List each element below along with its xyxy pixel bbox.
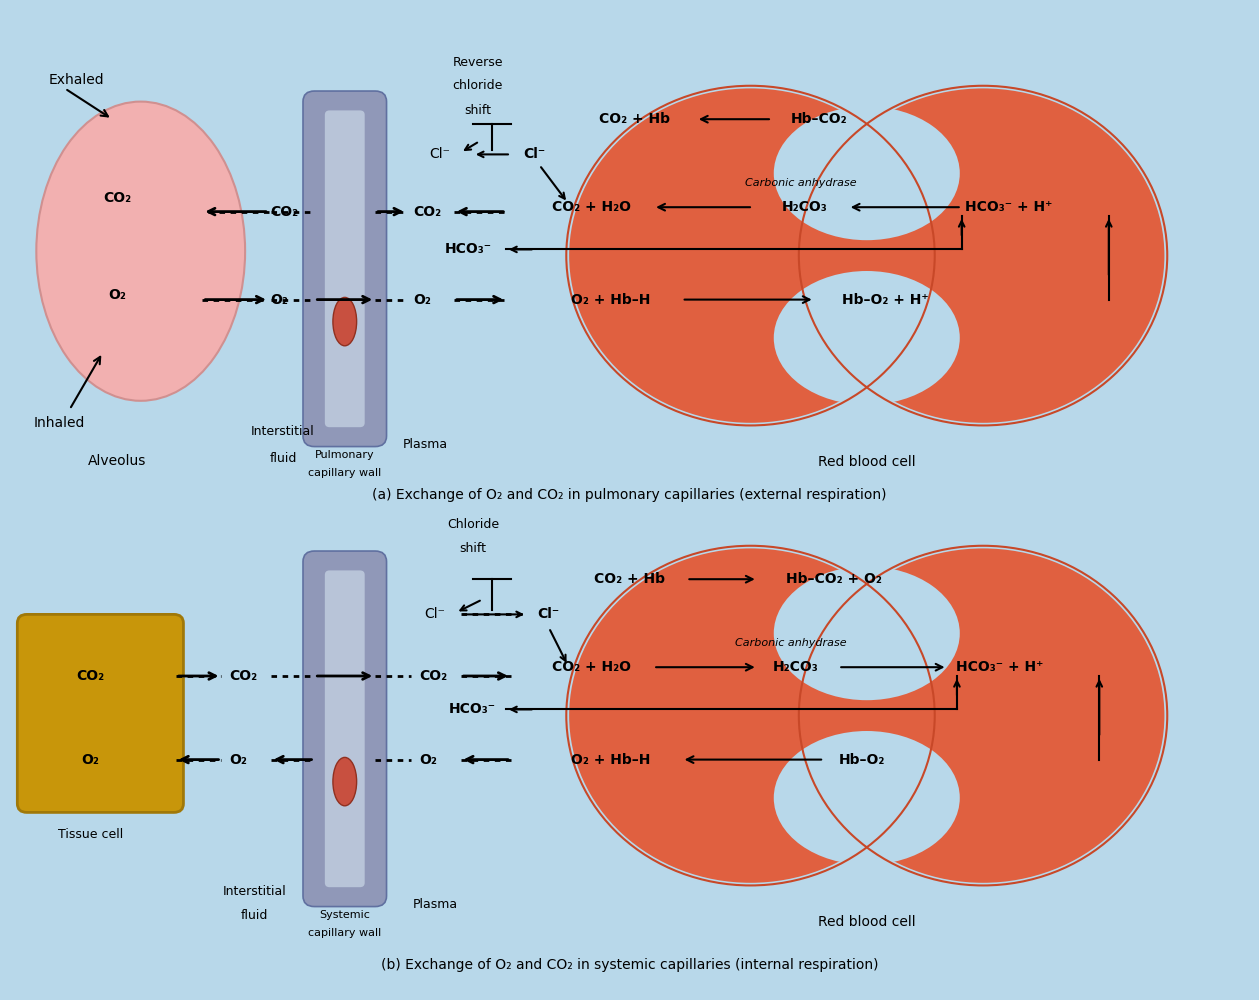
FancyBboxPatch shape xyxy=(10,497,1249,943)
Ellipse shape xyxy=(802,548,1165,883)
Text: CO₂ + Hb: CO₂ + Hb xyxy=(599,112,670,126)
Text: Carbonic anhydrase: Carbonic anhydrase xyxy=(744,178,856,188)
Text: Reverse: Reverse xyxy=(452,55,502,68)
Text: H₂CO₃: H₂CO₃ xyxy=(782,200,828,214)
Text: CO₂ + Hb: CO₂ + Hb xyxy=(594,572,665,586)
Text: CO₂ + H₂O: CO₂ + H₂O xyxy=(551,200,631,214)
Text: CO₂: CO₂ xyxy=(77,669,104,683)
Text: Cl⁻: Cl⁻ xyxy=(429,147,451,161)
Text: Chloride: Chloride xyxy=(447,518,499,531)
Text: Hb–CO₂ + O₂: Hb–CO₂ + O₂ xyxy=(786,572,881,586)
Ellipse shape xyxy=(774,731,959,865)
Text: Cl⁻: Cl⁻ xyxy=(424,607,446,621)
Text: shift: shift xyxy=(465,104,491,117)
Text: CO₂: CO₂ xyxy=(419,669,447,683)
Text: Hb–CO₂: Hb–CO₂ xyxy=(791,112,847,126)
Ellipse shape xyxy=(774,106,959,240)
FancyBboxPatch shape xyxy=(18,614,184,812)
FancyBboxPatch shape xyxy=(303,91,387,447)
Text: Hb–O₂: Hb–O₂ xyxy=(838,753,885,767)
Text: CO₂: CO₂ xyxy=(413,205,441,219)
Text: CO₂: CO₂ xyxy=(229,669,257,683)
Text: O₂: O₂ xyxy=(229,753,247,767)
FancyBboxPatch shape xyxy=(10,37,1249,483)
Text: Alveolus: Alveolus xyxy=(88,454,146,468)
FancyBboxPatch shape xyxy=(303,551,387,907)
Text: chloride: chloride xyxy=(452,79,502,92)
Ellipse shape xyxy=(774,566,959,700)
Text: O₂ + Hb–H: O₂ + Hb–H xyxy=(570,293,650,307)
FancyBboxPatch shape xyxy=(325,110,365,427)
Text: H₂CO₃: H₂CO₃ xyxy=(773,660,818,674)
Text: (b) Exchange of O₂ and CO₂ in systemic capillaries (internal respiration): (b) Exchange of O₂ and CO₂ in systemic c… xyxy=(380,958,879,972)
Ellipse shape xyxy=(774,271,959,405)
Ellipse shape xyxy=(569,548,932,883)
Text: O₂: O₂ xyxy=(413,293,431,307)
Text: O₂: O₂ xyxy=(82,753,99,767)
Ellipse shape xyxy=(569,88,932,423)
Text: Red blood cell: Red blood cell xyxy=(818,915,915,929)
Text: Pulmonary: Pulmonary xyxy=(315,450,375,460)
Text: HCO₃⁻ + H⁺: HCO₃⁻ + H⁺ xyxy=(956,660,1044,674)
FancyBboxPatch shape xyxy=(745,619,988,812)
Text: Cl⁻: Cl⁻ xyxy=(538,607,560,621)
Text: Interstitial: Interstitial xyxy=(223,885,287,898)
Text: Systemic: Systemic xyxy=(320,910,370,920)
Text: Tissue cell: Tissue cell xyxy=(58,828,123,841)
Ellipse shape xyxy=(332,297,356,346)
Text: Plasma: Plasma xyxy=(413,898,457,911)
Text: O₂: O₂ xyxy=(271,293,288,307)
Text: (a) Exchange of O₂ and CO₂ in pulmonary capillaries (external respiration): (a) Exchange of O₂ and CO₂ in pulmonary … xyxy=(373,488,886,502)
FancyBboxPatch shape xyxy=(745,159,988,352)
Text: Carbonic anhydrase: Carbonic anhydrase xyxy=(735,638,846,648)
Text: Exhaled: Exhaled xyxy=(49,73,104,87)
Text: HCO₃⁻ + H⁺: HCO₃⁻ + H⁺ xyxy=(966,200,1053,214)
Text: fluid: fluid xyxy=(240,909,268,922)
Text: CO₂ + H₂O: CO₂ + H₂O xyxy=(551,660,631,674)
Ellipse shape xyxy=(37,102,246,401)
Text: Cl⁻: Cl⁻ xyxy=(524,147,545,161)
Text: capillary wall: capillary wall xyxy=(308,468,381,478)
Text: CO₂: CO₂ xyxy=(271,205,298,219)
Text: Red blood cell: Red blood cell xyxy=(818,455,915,469)
Ellipse shape xyxy=(802,88,1165,423)
Text: Inhaled: Inhaled xyxy=(34,416,84,430)
Text: fluid: fluid xyxy=(269,452,297,464)
Text: O₂: O₂ xyxy=(108,288,126,302)
Text: Plasma: Plasma xyxy=(403,438,448,451)
Text: O₂ + Hb–H: O₂ + Hb–H xyxy=(570,753,650,767)
Text: O₂: O₂ xyxy=(419,753,437,767)
Text: Interstitial: Interstitial xyxy=(252,425,315,438)
Text: HCO₃⁻: HCO₃⁻ xyxy=(444,242,491,256)
FancyBboxPatch shape xyxy=(325,570,365,887)
Text: Hb–O₂ + H⁺: Hb–O₂ + H⁺ xyxy=(842,293,929,307)
Ellipse shape xyxy=(332,757,356,806)
Text: shift: shift xyxy=(460,542,486,555)
Text: HCO₃⁻: HCO₃⁻ xyxy=(449,702,496,716)
Text: capillary wall: capillary wall xyxy=(308,928,381,938)
Text: CO₂: CO₂ xyxy=(103,191,131,205)
